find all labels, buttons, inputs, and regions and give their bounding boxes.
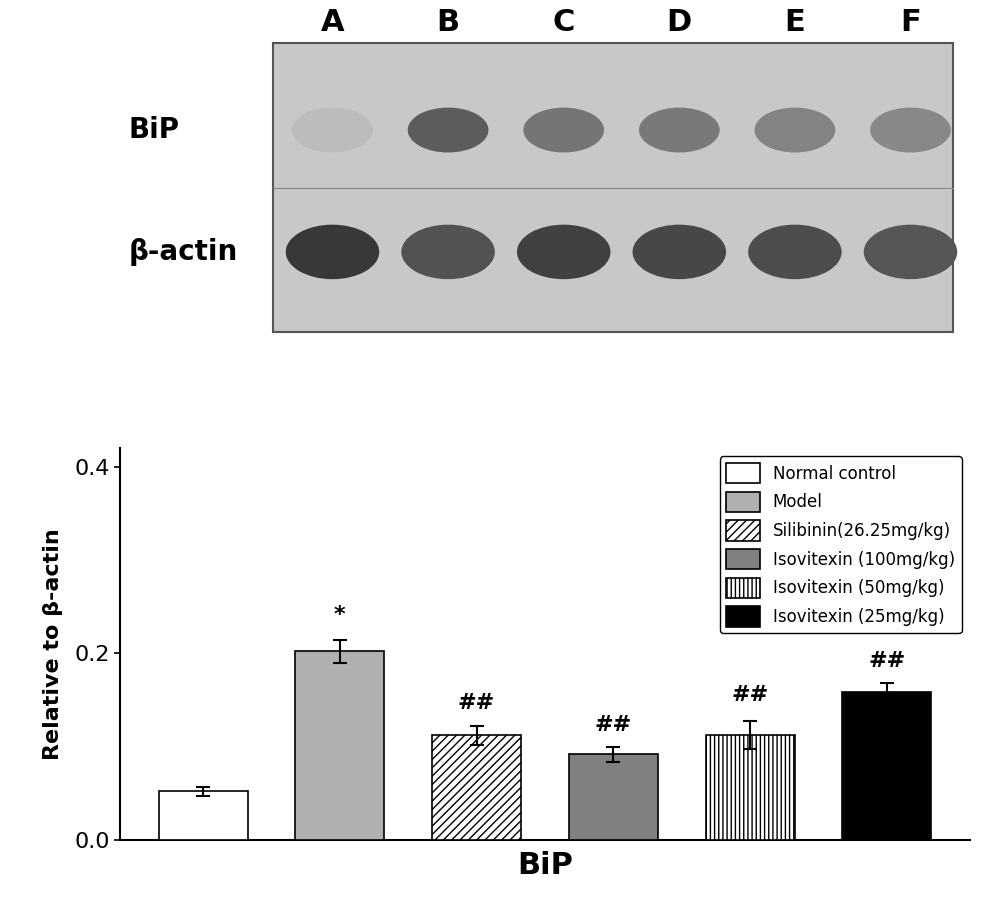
Text: F: F (900, 8, 921, 37)
Bar (295, 651, 384, 840)
Ellipse shape (401, 225, 495, 279)
Text: ##: ## (595, 716, 632, 735)
Text: BiP: BiP (128, 116, 180, 144)
Text: B: B (437, 8, 460, 37)
Text: *: * (334, 605, 346, 625)
Ellipse shape (408, 108, 488, 152)
Ellipse shape (870, 108, 951, 152)
Bar (159, 792, 248, 840)
Text: ##: ## (732, 685, 769, 705)
Legend: Normal control, Model, Silibinin(26.25mg/kg), Isovitexin (100mg/kg), Isovitexin : Normal control, Model, Silibinin(26.25mg… (720, 456, 962, 634)
Bar (842, 692, 931, 840)
Text: E: E (785, 8, 805, 37)
Bar (706, 735, 795, 840)
Text: β-actin: β-actin (128, 238, 238, 266)
Text: ##: ## (458, 693, 495, 713)
Ellipse shape (292, 108, 373, 152)
Ellipse shape (864, 225, 957, 279)
Ellipse shape (755, 108, 835, 152)
Text: A: A (321, 8, 344, 37)
Bar (432, 735, 521, 840)
X-axis label: BiP: BiP (517, 851, 573, 880)
Text: ##: ## (868, 651, 906, 671)
Ellipse shape (633, 225, 726, 279)
Bar (569, 754, 658, 840)
Text: C: C (553, 8, 575, 37)
Ellipse shape (639, 108, 720, 152)
Ellipse shape (517, 225, 610, 279)
Y-axis label: Relative to β-actin: Relative to β-actin (43, 528, 63, 760)
Text: D: D (667, 8, 692, 37)
Ellipse shape (523, 108, 604, 152)
FancyBboxPatch shape (273, 44, 953, 332)
Ellipse shape (286, 225, 379, 279)
Ellipse shape (748, 225, 842, 279)
